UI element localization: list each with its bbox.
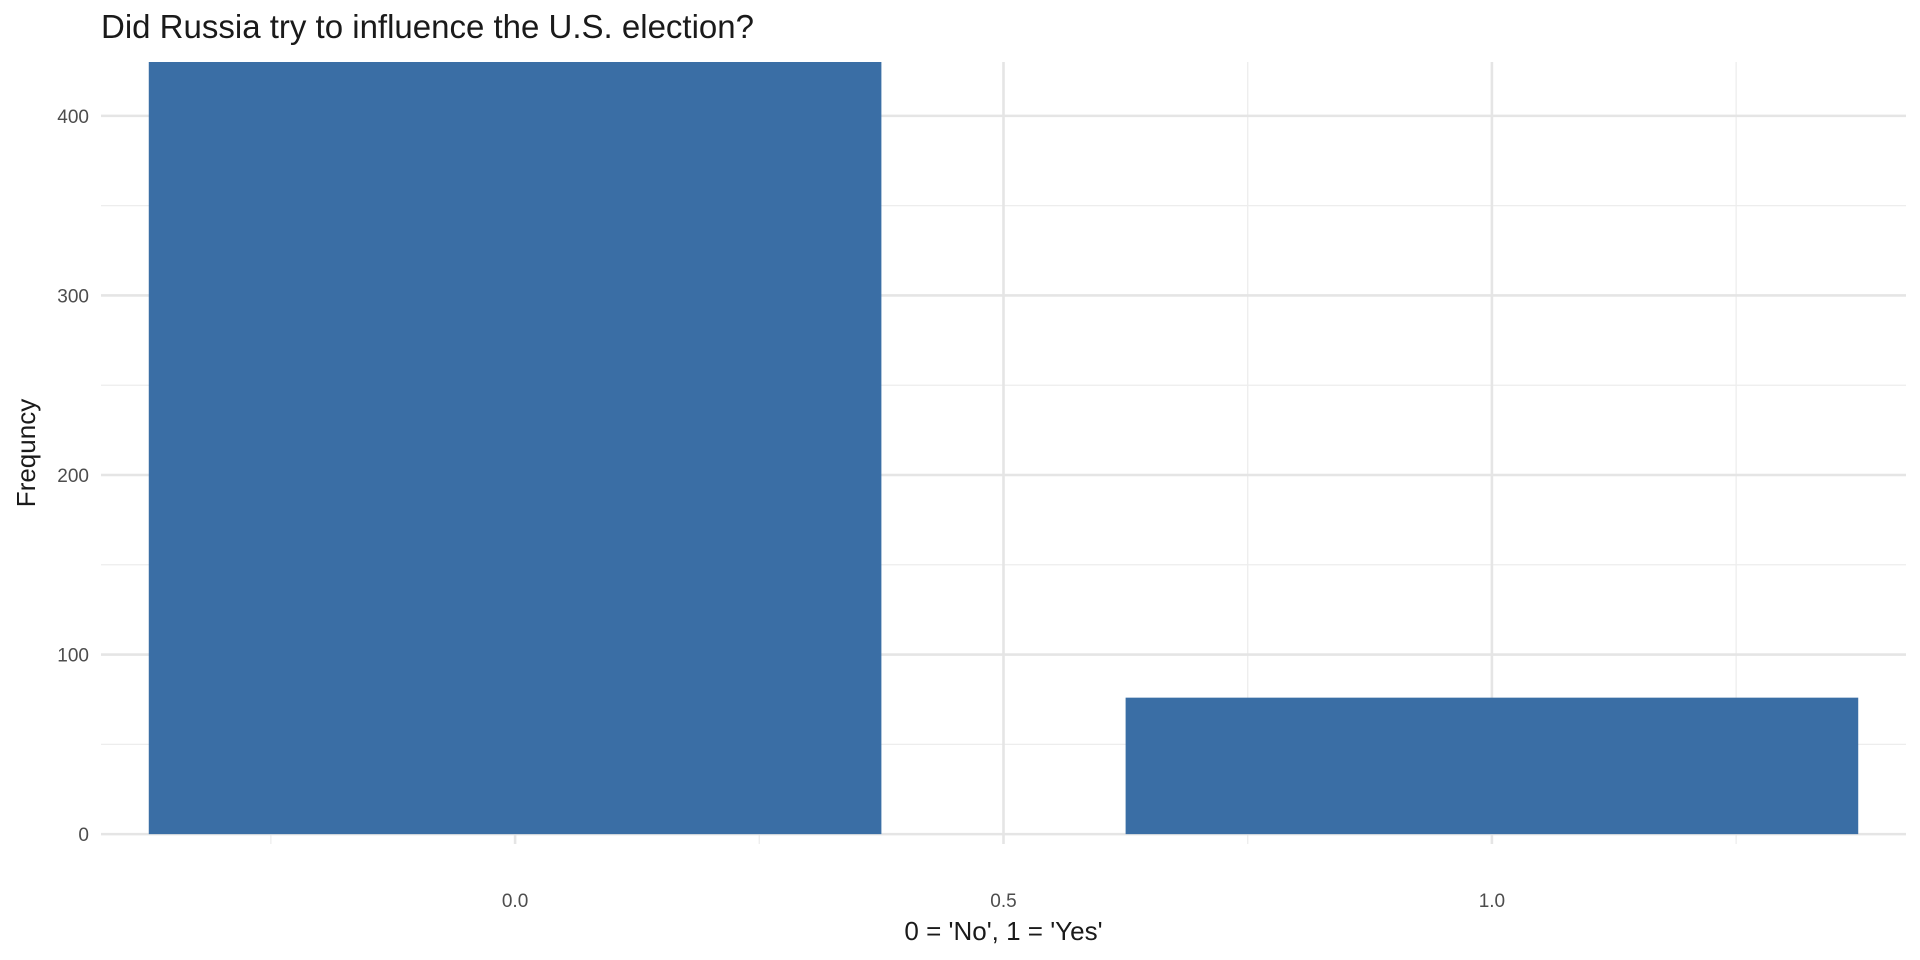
bars — [148, 62, 1859, 835]
x-tick-label: 1.0 — [1479, 891, 1505, 912]
chart-title: Did Russia try to influence the U.S. ele… — [101, 8, 754, 45]
x-axis-label: 0 = 'No', 1 = 'Yes' — [904, 916, 1102, 946]
y-tick-label: 200 — [57, 466, 89, 487]
bar-0.0 — [148, 62, 882, 835]
tick-labels: 0.0 0.5 1.0 0 100 200 300 400 — [57, 107, 1505, 912]
y-tick-label: 100 — [57, 646, 89, 667]
x-tick-label: 0.5 — [990, 891, 1016, 912]
y-axis-label: Frequncy — [11, 399, 41, 507]
y-tick-label: 300 — [57, 286, 89, 307]
y-tick-label: 0 — [78, 825, 89, 846]
y-tick-label: 400 — [57, 107, 89, 128]
x-tick-label: 0.0 — [502, 891, 528, 912]
bar-1.0 — [1125, 697, 1859, 835]
